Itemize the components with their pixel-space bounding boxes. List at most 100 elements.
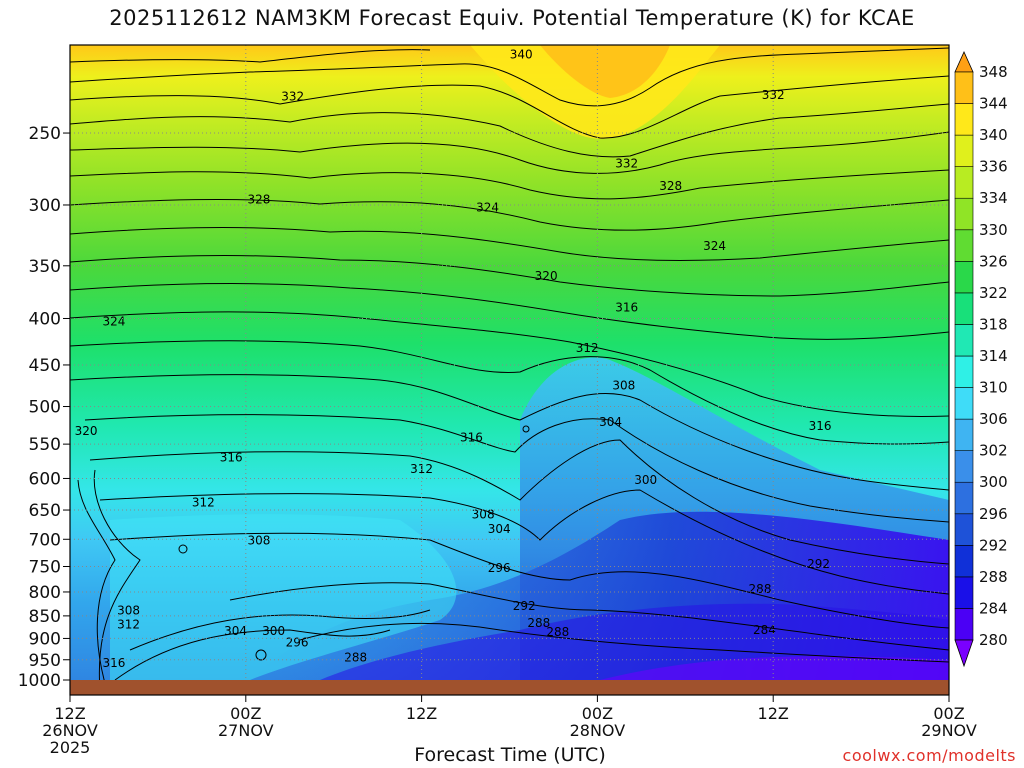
colorbar-label: 280 bbox=[979, 631, 1008, 649]
contour-label: 296 bbox=[286, 635, 309, 649]
y-tick-label: 700 bbox=[29, 530, 61, 550]
x-tick-label: 00Z bbox=[933, 704, 964, 723]
contour-label: 340 bbox=[510, 48, 533, 62]
contour-label-text: 296 bbox=[488, 561, 511, 575]
colorbar-box bbox=[954, 355, 974, 388]
contour-label-text: 324 bbox=[476, 201, 499, 215]
contour-label-text: 292 bbox=[513, 599, 536, 613]
y-tick-label: 250 bbox=[29, 124, 61, 144]
x-tick-label: 29NOV bbox=[921, 721, 977, 740]
contour-label: 312 bbox=[192, 496, 215, 510]
contour-label-text: 292 bbox=[807, 557, 830, 571]
contour-label-text: 332 bbox=[615, 156, 638, 170]
colorbar-box bbox=[954, 481, 974, 515]
contour-label: 316 bbox=[460, 431, 483, 445]
colorbar-box bbox=[954, 324, 974, 357]
colorbar-label: 326 bbox=[979, 252, 1008, 270]
y-tick-label: 650 bbox=[29, 501, 61, 521]
contour-label: 320 bbox=[75, 424, 98, 438]
contour-label-text: 284 bbox=[753, 623, 776, 637]
contour-label: 316 bbox=[809, 419, 832, 433]
contour-label-text: 304 bbox=[224, 624, 247, 638]
contour-label-text: 312 bbox=[117, 618, 140, 632]
colorbar-box bbox=[954, 229, 974, 262]
colorbar-label: 284 bbox=[979, 599, 1008, 617]
contour-label: 332 bbox=[762, 88, 785, 102]
contour-label: 328 bbox=[248, 193, 271, 207]
y-tick-label: 350 bbox=[29, 257, 61, 277]
contour-label: 300 bbox=[262, 624, 285, 638]
colorbar-box bbox=[954, 71, 974, 104]
contour-label: 308 bbox=[612, 378, 635, 392]
contour-label-text: 324 bbox=[703, 239, 726, 253]
contour-label: 320 bbox=[535, 269, 558, 283]
contour-label: 308 bbox=[117, 604, 140, 618]
contour-label: 328 bbox=[659, 179, 682, 193]
contour-label-text: 316 bbox=[102, 656, 125, 670]
contour-label-text: 288 bbox=[527, 616, 550, 630]
colorbar-label: 310 bbox=[979, 379, 1008, 397]
colorbar-label: 288 bbox=[979, 568, 1008, 586]
colorbar-box bbox=[954, 576, 974, 609]
contour-label-text: 296 bbox=[286, 635, 309, 649]
source-credit: coolwx.com/modelts bbox=[842, 746, 1016, 765]
y-tick-label: 550 bbox=[29, 435, 61, 455]
contour-label-text: 332 bbox=[281, 90, 304, 104]
contour-label-text: 316 bbox=[220, 451, 243, 465]
plot-frame bbox=[69, 44, 950, 696]
contour-label: 296 bbox=[488, 561, 511, 575]
contour-label-text: 308 bbox=[612, 378, 635, 392]
y-tick-label: 300 bbox=[29, 196, 61, 216]
contour-label: 308 bbox=[472, 507, 495, 521]
contour-label: 288 bbox=[749, 582, 772, 596]
y-tick-label: 450 bbox=[29, 356, 61, 376]
contour-label-text: 304 bbox=[599, 415, 622, 429]
colorbar-box bbox=[954, 513, 974, 546]
colorbar-label: 296 bbox=[979, 505, 1008, 523]
x-tick-label: 26NOV bbox=[42, 721, 98, 740]
y-tick-label: 1000 bbox=[18, 671, 61, 691]
contour-label: 288 bbox=[546, 625, 569, 639]
y-axis: 2503003504004505005506006507007508008509… bbox=[18, 124, 70, 691]
contour-label: 332 bbox=[615, 156, 638, 170]
contour-label: 300 bbox=[634, 473, 657, 487]
x-tick-label: 12Z bbox=[758, 704, 789, 723]
contour-label: 316 bbox=[615, 300, 638, 314]
contour-label: 288 bbox=[344, 650, 367, 664]
terrain-strip bbox=[70, 680, 949, 695]
x-tick-label: 00Z bbox=[230, 704, 261, 723]
contour-label-text: 320 bbox=[535, 269, 558, 283]
colorbar-label: 306 bbox=[979, 410, 1008, 428]
contour-label: 292 bbox=[513, 599, 536, 613]
contour-label: 324 bbox=[476, 201, 499, 215]
colorbar-top-arrow bbox=[954, 51, 974, 73]
contour-label-text: 288 bbox=[546, 625, 569, 639]
colorbar-label: 340 bbox=[979, 126, 1008, 144]
y-tick-label: 950 bbox=[29, 651, 61, 671]
contour-label: 312 bbox=[117, 618, 140, 632]
contour-label: 312 bbox=[576, 341, 599, 355]
x-tick-label: 12Z bbox=[406, 704, 437, 723]
colorbar-box bbox=[954, 103, 974, 136]
colorbar-label: 302 bbox=[979, 442, 1008, 460]
colorbar-label: 314 bbox=[979, 347, 1008, 365]
colorbar-label: 334 bbox=[979, 189, 1008, 207]
contour-label-text: 288 bbox=[749, 582, 772, 596]
contour-label-text: 300 bbox=[634, 473, 657, 487]
y-tick-label: 900 bbox=[29, 629, 61, 649]
colorbar-box bbox=[954, 418, 974, 451]
y-tick-label: 400 bbox=[29, 309, 61, 329]
contour-label: 308 bbox=[248, 533, 271, 547]
colorbar-box bbox=[954, 387, 974, 420]
colorbar-box bbox=[954, 166, 974, 199]
contour-label: 332 bbox=[281, 90, 304, 104]
colorbar-label: 336 bbox=[979, 158, 1008, 176]
y-tick-label: 500 bbox=[29, 398, 61, 418]
colorbar-label: 330 bbox=[979, 221, 1008, 239]
colorbar-box bbox=[954, 292, 974, 325]
contour-label-text: 328 bbox=[248, 193, 271, 207]
colorbar-box bbox=[954, 197, 974, 231]
y-tick-label: 850 bbox=[29, 607, 61, 627]
contour-label-text: 288 bbox=[344, 650, 367, 664]
